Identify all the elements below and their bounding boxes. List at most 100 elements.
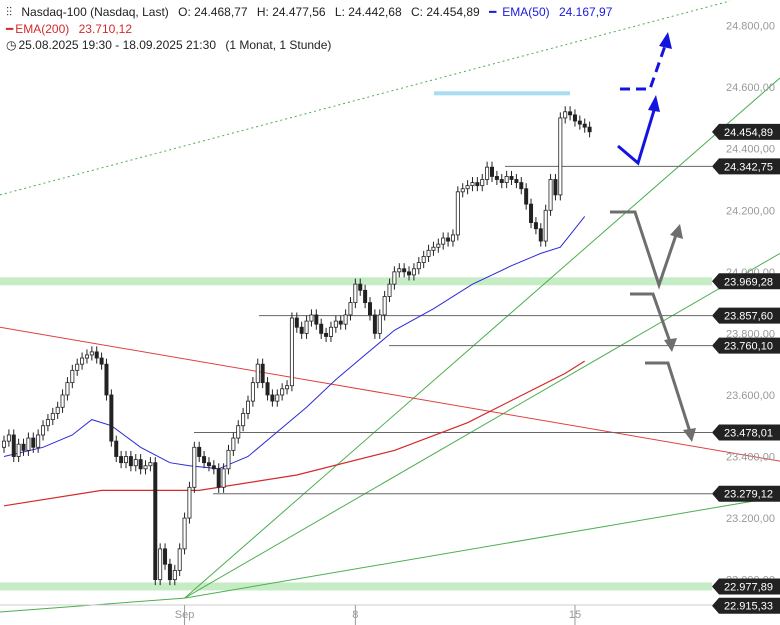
candle-body-90 [441, 237, 446, 245]
level-tag-2-bg [712, 307, 780, 324]
candle-body-69 [338, 320, 343, 325]
x-tick-label-1: 8 [352, 609, 358, 621]
candle-body-64 [314, 314, 319, 325]
y-tick-label-2: 23.400,00 [726, 452, 775, 464]
candle-body-67 [328, 326, 333, 337]
candle-body-13 [65, 382, 70, 396]
header-row-2: ━ EMA(200) 23.710,12 [6, 22, 138, 36]
candle-body-68 [333, 320, 338, 328]
candle-body-76 [372, 314, 377, 334]
close-value: C: 24.454,89 [411, 5, 480, 19]
blue-arrowhead-1 [648, 95, 660, 112]
candle-body-120 [587, 126, 592, 133]
ema200-value: 23.710,12 [78, 22, 132, 36]
candle-body-8 [41, 425, 46, 436]
candle-body-9 [45, 419, 50, 427]
candle-body-34 [167, 563, 172, 581]
candle-body-66 [324, 332, 329, 337]
date-range: 25.08.2025 19:30 - 18.09.2025 21:30 [18, 38, 216, 52]
ema50-label: EMA(50) [502, 5, 550, 19]
candle-body-110 [538, 228, 543, 242]
candle-body-7 [36, 434, 41, 448]
level-tag-1-bg [712, 273, 780, 290]
level-tag-4-bg [712, 424, 780, 441]
candle-body-100 [489, 166, 494, 177]
level-tag-6: 22.977,89 [724, 581, 773, 593]
candle-body-19 [94, 351, 99, 359]
period: (1 Monat, 1 Stunde) [225, 38, 332, 52]
candle-body-107 [524, 188, 529, 205]
header-row-3: ◷ 25.08.2025 19:30 - 18.09.2025 21:30 (1 … [6, 38, 337, 52]
candle-body-115 [563, 111, 568, 119]
candle-body-94 [460, 188, 465, 193]
candle-body-116 [568, 111, 573, 116]
candle-body-77 [377, 314, 382, 334]
level-tag-3: 23.760,10 [724, 341, 773, 353]
y-tick-label-7: 24.400,00 [726, 144, 775, 156]
candle-body-46 [226, 449, 231, 470]
candle-body-56 [275, 394, 280, 402]
candle-body-101 [494, 176, 499, 180]
candle-body-16 [80, 357, 85, 365]
candle-body-1 [6, 434, 11, 442]
price-tags: 24.342,75 23.969,28 23.857,60 23.760,10 23.4… [712, 123, 780, 614]
candle-body-74 [363, 289, 368, 304]
candle-body-26 [128, 456, 133, 467]
candle-body-87 [426, 249, 431, 257]
blue-arrow-dashed [620, 42, 668, 91]
candle-body-54 [265, 382, 270, 396]
candle-body-93 [455, 191, 460, 236]
candle-body-31 [153, 462, 158, 581]
ema200-line-icon: ━ [6, 22, 14, 36]
forecast-arrows [610, 32, 696, 442]
candle-body-5 [26, 437, 31, 451]
candlestick-series [2, 106, 592, 586]
candle-body-104 [509, 176, 514, 180]
candle-body-41 [202, 456, 207, 464]
last-price-tag: 24.454,89 [724, 127, 773, 139]
candle-body-83 [407, 271, 412, 276]
candle-body-35 [172, 570, 177, 581]
green-trendline-0 [184, 252, 780, 599]
candle-body-40 [197, 446, 202, 457]
y-tick-label-9: 24.800,00 [726, 21, 775, 33]
candle-body-42 [206, 462, 211, 467]
candle-body-111 [543, 209, 548, 242]
level-tag-5: 23.279,12 [724, 489, 773, 501]
candle-body-47 [231, 437, 236, 451]
candle-body-52 [255, 363, 260, 384]
candle-body-109 [533, 222, 538, 230]
resistance-zone [434, 91, 570, 96]
candle-body-96 [470, 182, 475, 187]
candle-body-45 [221, 468, 226, 488]
candle-body-84 [411, 268, 416, 276]
candle-body-24 [119, 456, 124, 464]
candle-body-23 [114, 440, 119, 457]
candle-body-89 [436, 243, 441, 248]
candle-body-4 [21, 443, 26, 451]
ema50-line-icon: ━ [489, 5, 497, 19]
gray-arrowhead-3 [683, 428, 696, 442]
y-tick-label-6: 24.200,00 [726, 205, 775, 217]
ema200-line [3, 360, 586, 507]
candle-body-48 [236, 425, 241, 439]
candle-body-51 [250, 382, 255, 402]
candle-body-36 [177, 548, 182, 571]
y-tick-label-3: 23.600,00 [726, 390, 775, 402]
candle-body-97 [475, 182, 480, 187]
ema50-value: 24.167,97 [558, 5, 613, 19]
candle-body-38 [187, 486, 192, 519]
support-zone-1 [0, 582, 712, 591]
candle-body-10 [50, 413, 55, 420]
candle-body-3 [16, 443, 21, 457]
candle-body-102 [499, 179, 504, 183]
green-trendline-2 [184, 496, 780, 599]
level-tag-5-bg [712, 485, 780, 502]
candle-body-106 [519, 182, 524, 190]
y-tick-label-1: 23.200,00 [726, 513, 775, 525]
gray-arrowhead-1 [670, 224, 683, 239]
candle-body-65 [319, 323, 324, 334]
candle-body-71 [348, 302, 353, 316]
candle-body-85 [416, 262, 421, 270]
